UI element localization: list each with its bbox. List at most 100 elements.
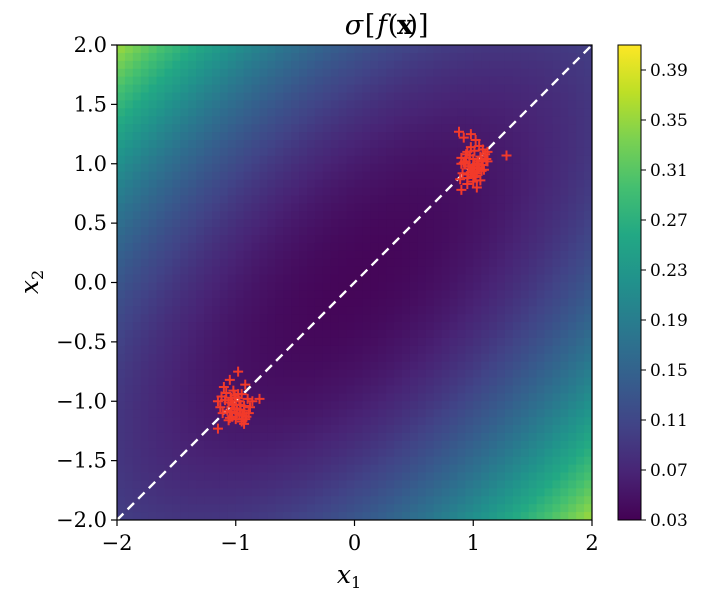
heatmap-cell [370,45,379,54]
heatmap-cell [124,187,134,197]
heatmap-cell [164,337,174,347]
heatmap-cell [314,258,324,268]
heatmap-cell [489,147,498,157]
heatmap-cell [227,258,237,268]
heatmap-cell [251,393,261,402]
heatmap-cell [235,235,245,244]
heatmap-cell [219,361,229,371]
heatmap-cell [409,52,419,62]
heatmap-cell [370,456,379,466]
heatmap-cell [196,290,205,299]
heatmap-cell [307,401,316,410]
heatmap-cell [235,227,245,236]
heatmap-cell [314,330,324,339]
heatmap-cell [520,282,530,292]
heatmap-cell [394,100,403,109]
heatmap-cell [140,401,150,410]
heatmap-cell [172,409,181,418]
heatmap-cell [291,417,300,426]
heatmap-cell [267,132,276,141]
heatmap-cell [441,92,451,102]
heatmap-cell [204,227,213,236]
heatmap-cell [164,68,174,78]
heatmap-cell [568,448,577,458]
heatmap-cell [212,68,221,78]
heatmap-cell [132,393,142,402]
heatmap-cell [370,84,379,94]
heatmap-cell [378,76,387,86]
heatmap-cell [568,163,577,173]
heatmap-cell [275,401,284,410]
heatmap-cell [409,171,419,181]
heatmap-cell [568,298,577,307]
heatmap-cell [552,140,561,149]
heatmap-cell [196,274,205,284]
heatmap-cell [409,92,419,102]
heatmap-cell [386,140,395,149]
heatmap-cell [497,377,506,387]
heatmap-cell [584,258,592,268]
heatmap-cell [330,171,340,181]
heatmap-cell [433,274,443,284]
heatmap-cell [441,512,451,520]
heatmap-cell [449,163,459,173]
heatmap-cell [433,425,443,434]
heatmap-cell [156,163,166,173]
heatmap-cell [409,163,419,173]
heatmap-cell [378,504,387,513]
heatmap-cell [544,203,554,212]
heatmap-cell [544,219,554,228]
heatmap-cell [417,235,427,244]
heatmap-cell [378,361,387,371]
heatmap-cell [433,147,443,157]
heatmap-cell [314,409,324,418]
heatmap-cell [354,401,364,410]
heatmap-cell [481,448,490,458]
heatmap-cell [457,504,466,513]
heatmap-cell [386,60,395,70]
heatmap-cell [180,171,189,181]
heatmap-cell [132,140,142,149]
heatmap-cell [322,417,332,426]
heatmap-cell [148,432,158,442]
svg-text:x: x [397,10,414,41]
heatmap-cell [425,345,435,355]
heatmap-cell [457,274,466,284]
heatmap-cell [449,274,459,284]
heatmap-cell [536,45,546,54]
heatmap-cell [568,187,577,197]
heatmap-cell [394,250,403,260]
heatmap-cell [251,116,261,125]
heatmap-cell [204,147,213,157]
heatmap-cell [180,187,189,197]
heatmap-cell [180,227,189,236]
heatmap-cell [338,242,348,252]
heatmap-cell [235,298,245,307]
heatmap-cell [520,124,530,133]
heatmap-cell [402,147,411,157]
heatmap-cell [409,290,419,299]
heatmap-cell [512,250,522,260]
heatmap-cell [576,448,585,458]
heatmap-cell [489,369,498,379]
heatmap-cell [378,456,387,466]
heatmap-cell [449,393,459,402]
heatmap-cell [322,60,332,70]
heatmap-cell [307,60,316,70]
heatmap-cell [449,456,459,466]
heatmap-cell [156,203,166,212]
data-point [224,374,235,385]
heatmap-cell [164,298,174,307]
heatmap-cell [386,417,395,426]
heatmap-cell [584,140,592,149]
heatmap-cell [172,330,181,339]
heatmap-cell [283,314,292,323]
heatmap-cell [124,448,134,458]
heatmap-cell [172,68,181,78]
heatmap-cell [354,227,364,236]
heatmap-cell [568,100,577,109]
heatmap-cell [552,187,561,197]
heatmap-cell [473,322,482,331]
heatmap-cell [584,274,592,284]
heatmap-cell [512,235,522,244]
